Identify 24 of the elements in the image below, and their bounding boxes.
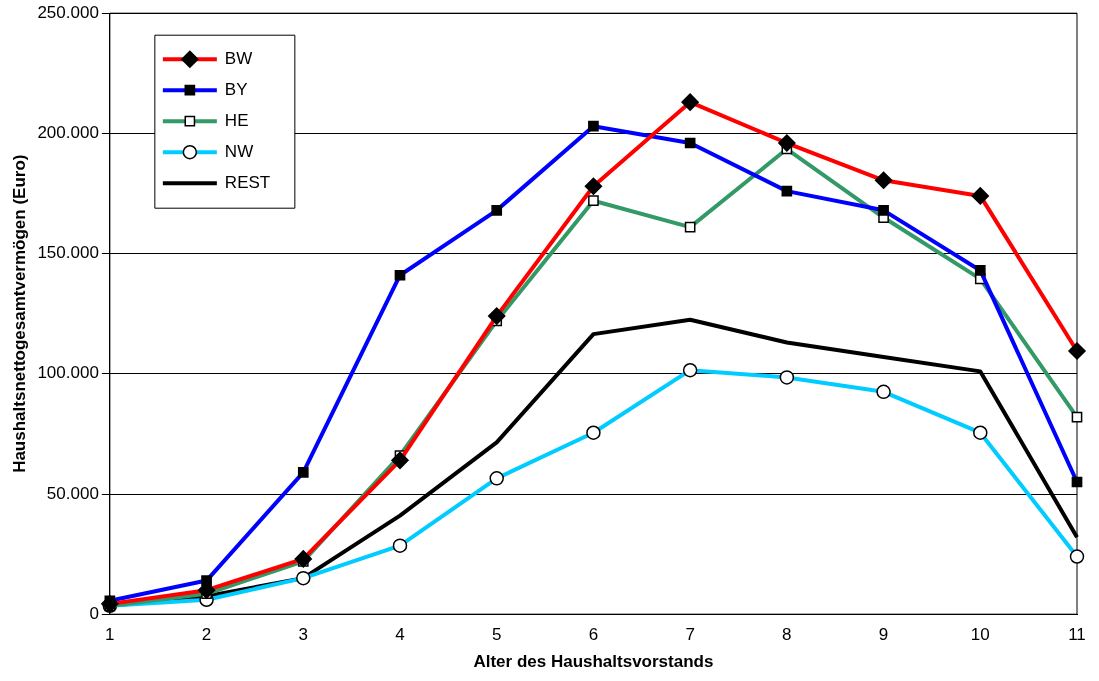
x-tick-label: 8: [782, 625, 792, 645]
legend-label: REST: [224, 172, 271, 192]
x-tick-label: 1: [105, 625, 115, 645]
x-tick-label: 9: [878, 625, 889, 645]
x-tick-label: 7: [685, 625, 695, 645]
legend-label: NW: [224, 141, 254, 161]
x-tick-label: 2: [201, 625, 212, 645]
y-tick-label: 150.000: [37, 243, 99, 263]
y-tick-label: 200.000: [37, 123, 99, 143]
x-axis-title: Alter des Haushaltsvorstands: [473, 652, 714, 672]
y-tick-label: 50.000: [46, 483, 99, 503]
y-axis-title: Haushaltsnettogesamtvermögen (Euro): [9, 154, 29, 473]
x-tick-label: 10: [970, 625, 990, 645]
x-tick-label: 11: [1068, 625, 1086, 645]
legend-label: BY: [224, 79, 248, 99]
x-tick-label: 5: [491, 625, 502, 645]
x-tick-label: 4: [395, 625, 405, 645]
legend-label: HE: [224, 110, 249, 130]
y-tick-label: 250.000: [37, 2, 99, 22]
x-tick-label: 6: [588, 625, 599, 645]
y-tick-label: 100.000: [37, 363, 99, 383]
y-tick-label: 0: [89, 603, 99, 623]
x-tick-label: 3: [298, 625, 309, 645]
legend-label: BW: [224, 48, 253, 68]
